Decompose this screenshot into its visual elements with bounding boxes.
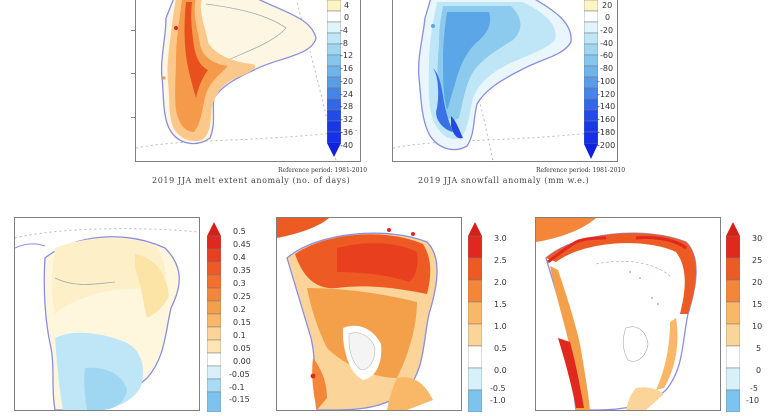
cb-label: -12 (340, 51, 354, 60)
cb-label: -140 (597, 102, 616, 111)
cb-label: 20 (602, 1, 613, 10)
reference-period: Reference period: 1981-2010 (536, 167, 626, 174)
cb-label: 15 (752, 300, 763, 309)
cb-label: 2.5 (494, 256, 507, 265)
cb-label: 30 (752, 234, 763, 243)
cb-label: -160 (597, 115, 616, 124)
cb-label: 4 (344, 1, 350, 10)
cb-label: 0.35 (233, 266, 251, 275)
cb-label: -36 (340, 128, 354, 137)
cb-label: -40 (600, 39, 614, 48)
cb-label: 5 (756, 344, 762, 353)
y-tick (131, 30, 135, 31)
cb-label: -32 (340, 115, 354, 124)
cb-label: -120 (597, 90, 616, 99)
cb-label: -200 (597, 141, 616, 150)
cb-label: -180 (597, 128, 616, 137)
cb-label: 10 (752, 322, 763, 331)
bottom-right-map-svg (536, 218, 697, 410)
cb-label: 0.5 (494, 344, 507, 353)
cb-label: -20 (600, 26, 614, 35)
cb-label: 0 (756, 366, 762, 375)
cb-label: -40 (340, 141, 354, 150)
cb-label: -60 (600, 51, 614, 60)
bottom-middle-map (276, 217, 462, 411)
cb-label: 0.4 (233, 253, 246, 262)
cb-label: 0.25 (233, 292, 251, 301)
cb-label: -0.5 (490, 384, 506, 393)
cb-label: 2.0 (494, 278, 507, 287)
cb-label: -4 (340, 26, 348, 35)
cb-label: -100 (597, 77, 616, 86)
cb-label: 1.5 (494, 300, 507, 309)
snowfall-colorbar (583, 0, 599, 160)
cb-label: 0.3 (233, 279, 246, 288)
cb-label: -0.1 (229, 383, 245, 392)
bottom-left-colorbar (206, 222, 222, 413)
cb-label: 0.0 (494, 366, 507, 375)
y-tick (131, 73, 135, 74)
y-tick (131, 117, 135, 118)
cb-label: -10 (746, 396, 760, 405)
cb-label: -8 (340, 39, 348, 48)
cb-label: 20 (752, 278, 763, 287)
melt-extent-colorbar (326, 0, 342, 158)
cb-label: 3.0 (494, 234, 507, 243)
reference-period: Reference period: 1981-2010 (278, 167, 368, 174)
snowfall-map-svg (393, 0, 617, 161)
cb-label: 25 (752, 256, 763, 265)
cb-label: 0 (344, 13, 350, 22)
cb-label: -28 (340, 102, 354, 111)
cb-label: 0.5 (233, 227, 246, 236)
cb-label: 0.00 (233, 357, 251, 366)
cb-label: 1.0 (494, 322, 507, 331)
cb-label: -24 (340, 90, 354, 99)
cb-label: -20 (340, 77, 354, 86)
cb-label: -16 (340, 64, 354, 73)
cb-label: 0 (605, 13, 611, 22)
cb-label: 0.05 (233, 344, 251, 353)
bottom-right-map (535, 217, 721, 411)
cb-label: -80 (600, 64, 614, 73)
snowfall-caption: 2019 JJA snowfall anomaly (mm w.e.) (418, 176, 590, 185)
melt-extent-caption: 2019 JJA melt extent anomaly (no. of day… (152, 176, 351, 185)
cb-label: 0.45 (233, 240, 251, 249)
cb-label: 0.15 (233, 318, 251, 327)
snowfall-map (392, 0, 618, 162)
melt-extent-map-svg (136, 0, 360, 161)
cb-label: 0.1 (233, 331, 246, 340)
bottom-middle-map-svg (277, 218, 438, 410)
cb-label: -0.05 (229, 370, 250, 379)
cb-label: -5 (750, 384, 758, 393)
cb-label: 0.2 (233, 305, 246, 314)
bottom-middle-colorbar (467, 222, 483, 413)
bottom-left-map-svg (15, 228, 199, 410)
cb-label: -1.0 (490, 396, 506, 405)
bottom-right-colorbar (725, 222, 741, 413)
melt-extent-map (135, 0, 361, 162)
cb-label: -0.15 (229, 395, 250, 404)
bottom-left-map (14, 217, 200, 411)
